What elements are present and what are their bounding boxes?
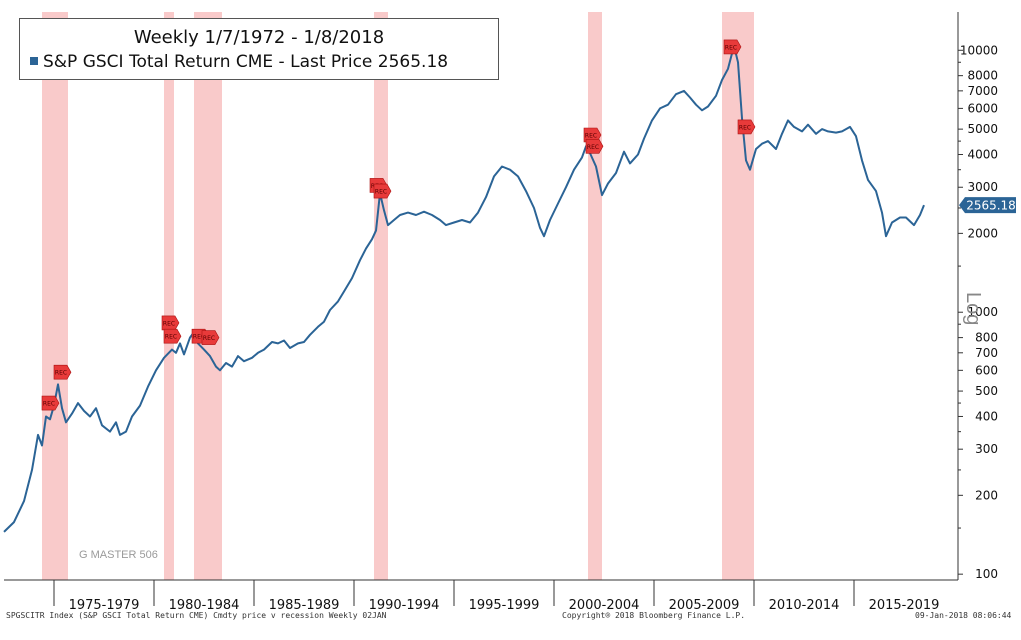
- y-tick-label: 200: [975, 488, 998, 502]
- rec-marker-shape: [41, 395, 60, 411]
- rec-marker-shape: [583, 127, 602, 143]
- legend-label: S&P GSCI Total Return CME - Last Price 2…: [43, 52, 449, 72]
- watermark: G MASTER 506: [79, 549, 158, 561]
- y-tick-label: 800: [975, 331, 998, 345]
- recession-band: [194, 12, 222, 580]
- y-tick-label: 4000: [967, 148, 998, 162]
- recession-band: [588, 12, 602, 580]
- y-tick-label: 8000: [967, 69, 998, 83]
- recession-markers: RECRECRECRECRECRECRECRECRECRECRECREC: [41, 39, 756, 411]
- y-tick-label: 300: [975, 442, 998, 456]
- y-tick-label: 5000: [967, 122, 998, 136]
- legend-swatch: [30, 57, 38, 65]
- last-price-label: 2565.18: [966, 199, 1016, 213]
- rec-marker-label: REC: [163, 320, 175, 327]
- y-tick-label: 100: [975, 567, 998, 581]
- footer-center: Copyright® 2018 Bloomberg Finance L.P.: [562, 611, 746, 620]
- rec-marker-shape: [53, 364, 72, 380]
- x-tick-label: 1980-1984: [169, 598, 240, 613]
- legend-entry: S&P GSCI Total Return CME - Last Price 2…: [30, 52, 448, 72]
- last-price-tag: 2565.18: [959, 197, 1016, 214]
- x-tick-label: 1995-1999: [469, 598, 540, 613]
- rec-marker-label: REC: [55, 370, 67, 377]
- rec-marker-label: REC: [587, 144, 599, 151]
- recession-band: [42, 12, 68, 580]
- recession-bands: [42, 12, 754, 580]
- rec-marker-shape: [737, 119, 756, 135]
- rec-marker-label: REC: [375, 189, 387, 196]
- x-tick-label: 2005-2009: [669, 598, 740, 613]
- x-tick-label: 1975-1979: [69, 598, 140, 613]
- rec-marker: REC: [373, 183, 392, 199]
- rec-marker-label: REC: [165, 334, 177, 341]
- rec-marker-shape: [585, 139, 604, 154]
- rec-marker-shape: [723, 39, 742, 55]
- rec-marker: REC: [53, 364, 72, 380]
- rec-marker-shape: [201, 330, 220, 345]
- x-tick-label: 2010-2014: [769, 598, 840, 613]
- y-tick-label: 500: [975, 384, 998, 398]
- rec-marker-label: REC: [203, 335, 215, 342]
- rec-marker-shape: [373, 183, 392, 199]
- y-axis-label: Log: [962, 292, 984, 326]
- rec-marker: REC: [163, 328, 182, 344]
- recession-band: [722, 12, 754, 580]
- rec-marker: REC: [737, 119, 756, 135]
- rec-marker: REC: [161, 315, 180, 331]
- x-tick-label: 2000-2004: [569, 598, 640, 613]
- recession-band: [164, 12, 174, 580]
- y-tick-label: 1000: [967, 305, 998, 319]
- rec-marker-label: REC: [585, 133, 597, 140]
- x-tick-label: 2015-2019: [869, 598, 940, 613]
- y-tick-label: 700: [975, 346, 998, 360]
- recession-band: [374, 12, 388, 580]
- price-line-group: [3, 44, 925, 533]
- x-tick-label: 1985-1989: [269, 598, 340, 613]
- rec-marker-label: REC: [43, 401, 55, 408]
- rec-marker-label: REC: [739, 124, 751, 131]
- rec-marker: REC: [585, 139, 604, 154]
- y-tick-label: 2000: [967, 226, 998, 240]
- rec-marker: REC: [583, 127, 602, 143]
- y-tick-label: 7000: [967, 84, 998, 98]
- rec-marker-label: REC: [725, 44, 737, 51]
- y-tick-label: 10000: [960, 43, 998, 57]
- x-tick-label: 1990-1994: [369, 598, 440, 613]
- last-price-tag-shape: [959, 197, 1016, 214]
- footer-left: SPGSCITR Index (S&P GSCI Total Return CM…: [6, 611, 387, 620]
- chart-title: Weekly 1/7/1972 - 1/8/2018: [133, 27, 385, 48]
- y-tick-label: 3000: [967, 180, 998, 194]
- y-tick-label: 400: [975, 409, 998, 423]
- rec-marker-shape: [161, 315, 180, 331]
- rec-marker: REC: [723, 39, 742, 55]
- rec-marker-shape: [163, 328, 182, 344]
- rec-marker-label: REC: [193, 334, 205, 341]
- axes: 1975-1979 1980-1984 1985-1989 1990-1994 1995…: [4, 12, 1016, 613]
- rec-marker: REC: [201, 330, 220, 345]
- footer-right: 09-Jan-2018 08:06:44: [915, 611, 1012, 620]
- rec-marker: REC: [41, 395, 60, 411]
- price-line: [3, 44, 925, 533]
- legend: Weekly 1/7/1972 - 1/8/2018 S&P GSCI Tota…: [19, 18, 499, 80]
- y-tick-label: 600: [975, 363, 998, 377]
- y-tick-label: 6000: [967, 101, 998, 115]
